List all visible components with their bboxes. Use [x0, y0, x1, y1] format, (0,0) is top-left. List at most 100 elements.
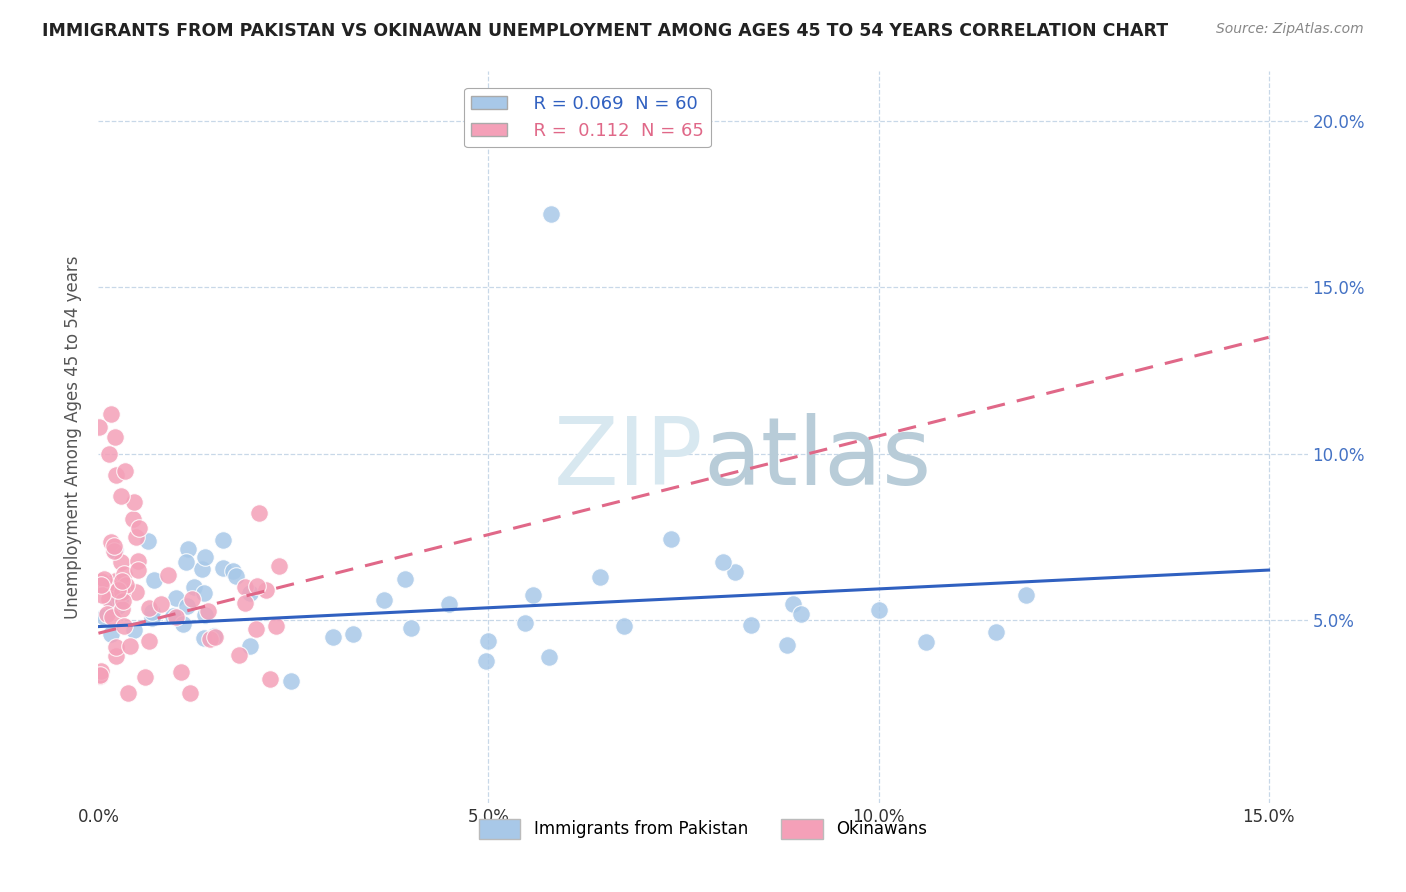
Legend: Immigrants from Pakistan, Okinawans: Immigrants from Pakistan, Okinawans [472, 812, 934, 846]
Point [149, 597, 172, 611]
Point [197, 604, 219, 618]
Point [211, 533, 233, 547]
Point [191, 562, 214, 576]
Point [204, 629, 226, 643]
Point [280, 674, 302, 689]
Point [222, 564, 245, 578]
Point [98, 579, 121, 593]
Point [399, 622, 422, 636]
Point [134, 670, 156, 684]
Point [239, 639, 262, 653]
Y-axis label: Unemployment Among Ages 45 to 54 years: Unemployment Among Ages 45 to 54 years [65, 255, 83, 619]
Point [513, 615, 536, 630]
Point [98, 447, 121, 461]
Point [115, 578, 138, 592]
Point [711, 555, 734, 569]
Point [87, 420, 110, 434]
Point [111, 582, 134, 596]
Point [740, 618, 762, 632]
Point [110, 574, 132, 588]
Text: ZIP: ZIP [554, 413, 703, 505]
Point [193, 586, 215, 600]
Point [128, 520, 150, 534]
Point [172, 617, 194, 632]
Point [225, 569, 247, 583]
Point [264, 618, 287, 632]
Point [122, 495, 145, 509]
Point [110, 555, 132, 569]
Point [181, 592, 204, 607]
Point [127, 563, 149, 577]
Point [103, 543, 125, 558]
Point [162, 609, 184, 624]
Point [108, 593, 131, 607]
Point [100, 407, 122, 421]
Point [239, 585, 262, 599]
Point [107, 583, 129, 598]
Point [212, 561, 235, 575]
Point [90, 574, 112, 588]
Point [104, 543, 127, 558]
Point [589, 570, 612, 584]
Point [868, 603, 890, 617]
Text: atlas: atlas [703, 413, 931, 505]
Point [233, 580, 256, 594]
Point [111, 574, 134, 589]
Point [141, 610, 163, 624]
Point [127, 554, 149, 568]
Point [204, 630, 226, 644]
Point [245, 622, 267, 636]
Point [125, 530, 148, 544]
Point [122, 511, 145, 525]
Point [156, 568, 179, 582]
Point [233, 596, 256, 610]
Point [143, 573, 166, 587]
Point [724, 565, 747, 579]
Point [110, 587, 132, 601]
Point [138, 533, 160, 548]
Point [437, 597, 460, 611]
Point [174, 555, 197, 569]
Point [89, 667, 111, 681]
Point [659, 532, 682, 546]
Point [613, 619, 636, 633]
Point [194, 550, 217, 565]
Point [104, 640, 127, 654]
Point [1014, 588, 1036, 602]
Point [200, 632, 222, 646]
Point [90, 577, 112, 591]
Point [112, 566, 135, 581]
Point [101, 610, 124, 624]
Point [125, 585, 148, 599]
Point [170, 665, 193, 679]
Point [166, 611, 188, 625]
Point [165, 610, 187, 624]
Point [111, 585, 134, 599]
Point [122, 624, 145, 638]
Point [259, 672, 281, 686]
Point [373, 592, 395, 607]
Point [100, 535, 122, 549]
Point [110, 489, 132, 503]
Point [269, 559, 291, 574]
Point [105, 648, 128, 663]
Point [247, 506, 270, 520]
Point [322, 630, 344, 644]
Point [183, 580, 205, 594]
Point [177, 541, 200, 556]
Point [90, 588, 112, 602]
Point [394, 572, 416, 586]
Point [179, 686, 201, 700]
Text: IMMIGRANTS FROM PAKISTAN VS OKINAWAN UNEMPLOYMENT AMONG AGES 45 TO 54 YEARS CORR: IMMIGRANTS FROM PAKISTAN VS OKINAWAN UNE… [42, 22, 1168, 40]
Point [110, 602, 132, 616]
Point [117, 686, 139, 700]
Point [782, 597, 804, 611]
Point [93, 572, 115, 586]
Point [193, 631, 215, 645]
Point [474, 655, 496, 669]
Point [103, 539, 125, 553]
Point [141, 605, 163, 619]
Point [118, 639, 141, 653]
Point [194, 608, 217, 623]
Point [789, 607, 811, 622]
